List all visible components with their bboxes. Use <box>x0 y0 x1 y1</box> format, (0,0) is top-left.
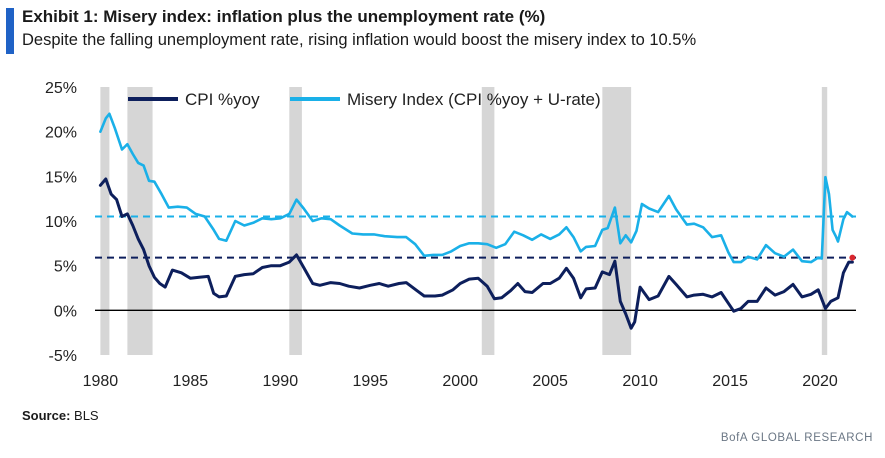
brand-label: BofA GLOBAL RESEARCH <box>720 432 873 444</box>
x-tick-label: 2005 <box>532 373 568 390</box>
y-tick-label: 10% <box>45 214 77 231</box>
y-tick-label: 0% <box>54 303 77 320</box>
legend: CPI %yoy Misery Index (CPI %yoy + U-rate… <box>128 90 601 109</box>
cpi-endpoint-marker <box>849 254 856 261</box>
legend-label-misery: Misery Index (CPI %yoy + U-rate) <box>347 90 601 109</box>
x-tick-label: 1980 <box>83 373 119 390</box>
x-tick-label: 1995 <box>352 373 388 390</box>
legend-label-cpi: CPI %yoy <box>185 90 260 109</box>
title-accent-bar <box>6 8 14 54</box>
series-lines <box>98 112 856 330</box>
recession-band-2 <box>289 87 302 355</box>
y-tick-label: 25% <box>45 80 77 97</box>
recession-band-0 <box>100 87 110 355</box>
recession-bands <box>100 87 828 355</box>
y-tick-label: 5% <box>54 259 77 276</box>
y-tick-label: 15% <box>45 169 77 186</box>
x-tick-label: 1990 <box>263 373 299 390</box>
reference-lines <box>95 215 856 312</box>
cpi-yoy-line <box>98 177 854 330</box>
x-tick-label: 2000 <box>442 373 478 390</box>
source-note: Source: BLS <box>22 408 99 423</box>
axes: -5% 0% 5% 10% 15% 20% 25% 1980 1985 1990 1995 2000 2… <box>45 80 838 390</box>
y-tick-label: 20% <box>45 125 77 142</box>
misery-index-line <box>99 112 854 264</box>
chart-subtitle: Despite the falling unemployment rate, r… <box>22 31 697 49</box>
source-label: Source: <box>22 408 71 423</box>
y-tick-label: -5% <box>49 348 77 365</box>
x-tick-label: 2015 <box>712 373 748 390</box>
x-tick-label: 2020 <box>802 373 838 390</box>
chart-title: Exhibit 1: Misery index: inflation plus … <box>22 7 546 26</box>
x-tick-label: 2010 <box>622 373 658 390</box>
source-value: BLS <box>74 408 99 423</box>
x-tick-label: 1985 <box>173 373 209 390</box>
recession-band-3 <box>481 87 495 355</box>
